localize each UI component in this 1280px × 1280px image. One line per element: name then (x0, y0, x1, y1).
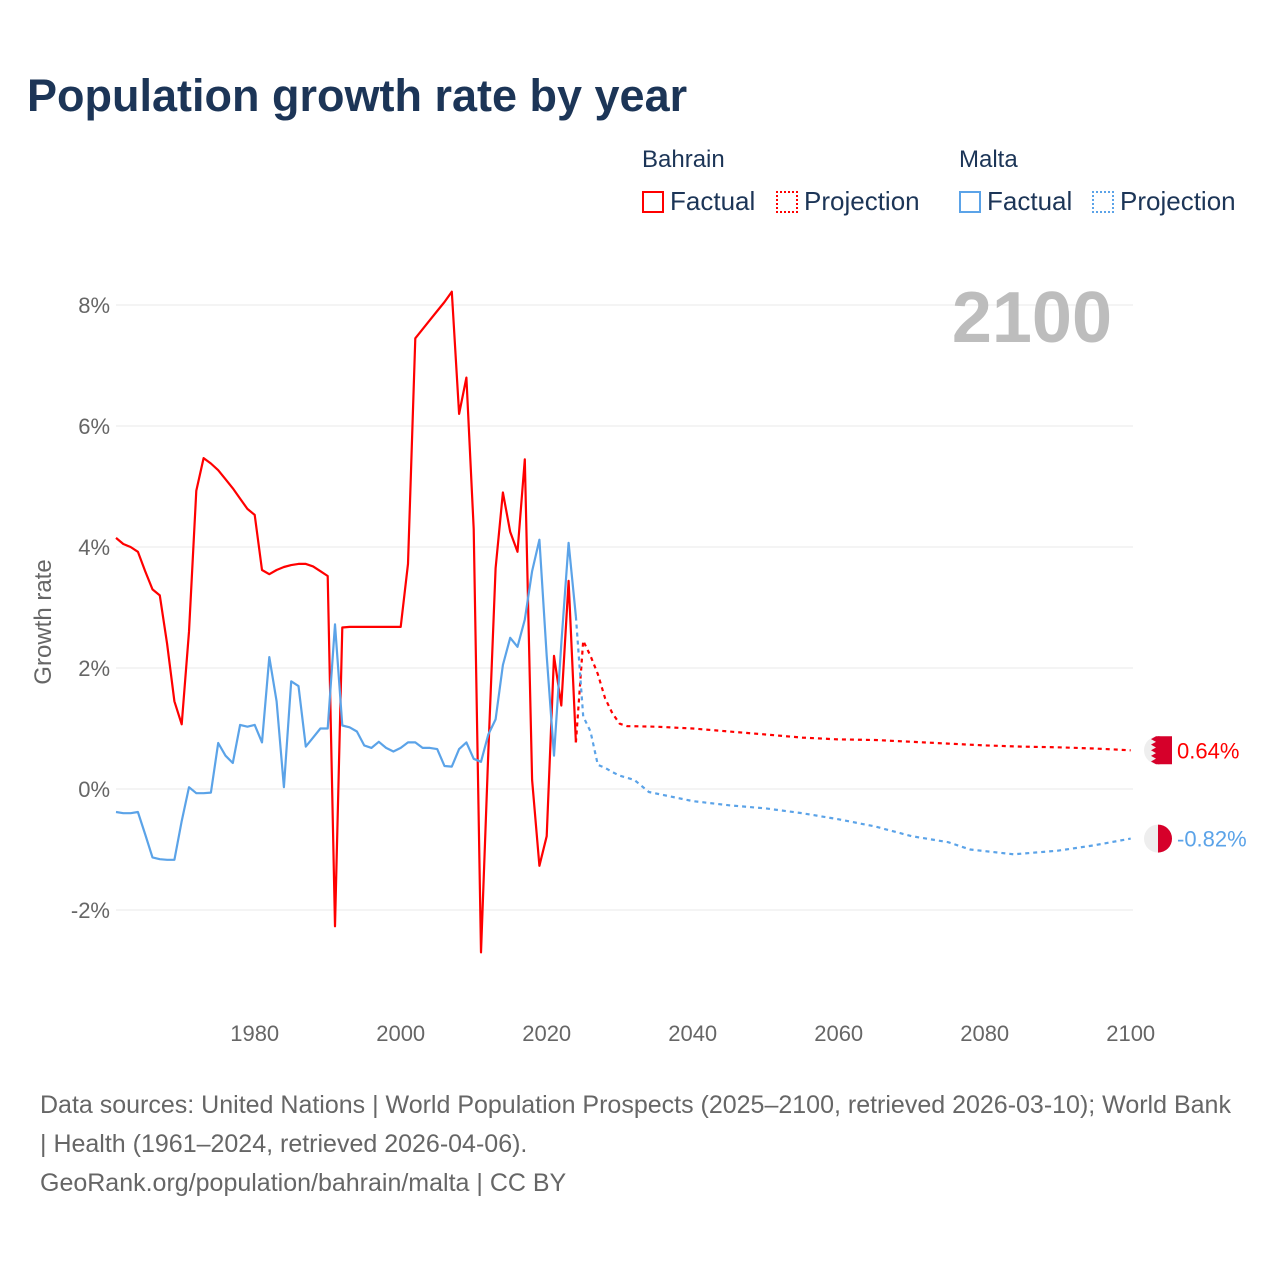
x-tick-label: 1980 (230, 1021, 279, 1046)
series-line-malta-factual[interactable] (115, 538, 577, 861)
x-tick-label: 2060 (814, 1021, 863, 1046)
flag-icon-malta (1144, 824, 1172, 853)
y-tick-label: 0% (78, 777, 110, 802)
legend-label: Factual (670, 186, 756, 216)
end-value-label: 0.64% (1177, 738, 1239, 763)
legend-bahrain-factual[interactable]: Factual (642, 186, 755, 217)
series-line-bahrain-factual[interactable] (115, 290, 577, 954)
end-value-label: -0.82% (1177, 827, 1247, 852)
legend-swatch (776, 190, 798, 213)
legend-label: Projection (804, 186, 920, 216)
legend-group-malta: Malta (959, 146, 1018, 173)
legend-label: Projection (1120, 186, 1236, 216)
y-tick-label: 8% (78, 293, 110, 318)
year-indicator: 2100 (952, 278, 1112, 358)
legend-group-bahrain: Bahrain (642, 146, 725, 173)
x-tick-label: 2080 (960, 1021, 1009, 1046)
flag-icon-bahrain (1144, 736, 1172, 765)
x-tick-label: 2000 (376, 1021, 425, 1046)
legend-swatch (959, 190, 981, 213)
footer: Data sources: United Nations | World Pop… (40, 1086, 1240, 1203)
y-axis-label: Growth rate (30, 559, 57, 684)
x-tick-label: 2040 (668, 1021, 717, 1046)
chart-title: Population growth rate by year (27, 70, 688, 121)
legend-swatch (1092, 190, 1114, 213)
legend-label: Factual (987, 186, 1073, 216)
legend-bahrain-projection[interactable]: Projection (776, 186, 920, 217)
credit-link[interactable]: GeoRank.org/population/bahrain/malta | C… (40, 1169, 567, 1197)
legend-swatch (642, 190, 664, 213)
y-tick-label: 4% (78, 535, 110, 560)
legend-malta-projection[interactable]: Projection (1092, 186, 1236, 217)
x-tick-label: 2020 (522, 1021, 571, 1046)
y-tick-label: 2% (78, 656, 110, 681)
legend-malta-factual[interactable]: Factual (959, 186, 1072, 217)
series-line-malta-projection[interactable] (574, 616, 1131, 856)
y-tick-label: -2% (71, 898, 110, 923)
series-line-bahrain-projection[interactable] (574, 639, 1131, 752)
x-tick-label: 2100 (1106, 1021, 1155, 1046)
y-tick-label: 6% (78, 414, 110, 439)
data-sources: Data sources: United Nations | World Pop… (40, 1091, 1231, 1158)
